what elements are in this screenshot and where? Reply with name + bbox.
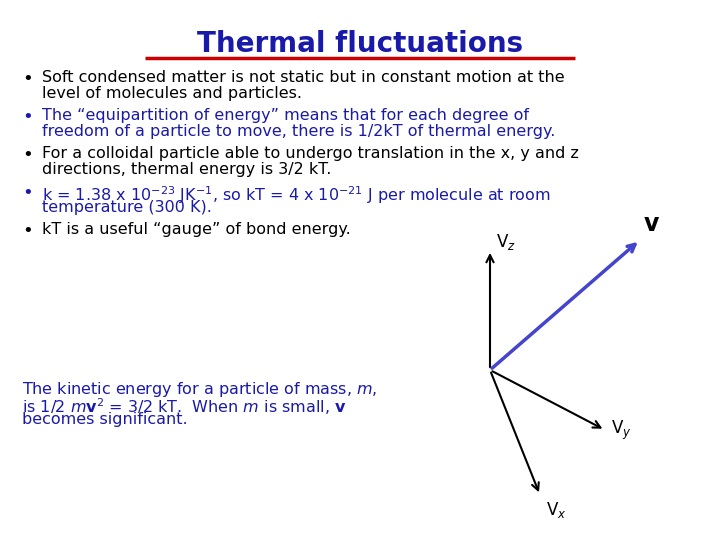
Text: temperature (300 K).: temperature (300 K). [42, 200, 212, 215]
Text: v: v [644, 212, 660, 236]
Text: freedom of a particle to move, there is 1/2kT of thermal energy.: freedom of a particle to move, there is … [42, 124, 555, 139]
Text: k = 1.38 x 10$^{-23}$ JK$^{-1}$, so kT = 4 x 10$^{-21}$ J per molecule at room: k = 1.38 x 10$^{-23}$ JK$^{-1}$, so kT =… [42, 184, 551, 206]
Text: Thermal fluctuations: Thermal fluctuations [197, 30, 523, 58]
Text: Soft condensed matter is not static but in constant motion at the: Soft condensed matter is not static but … [42, 70, 564, 85]
Text: •: • [22, 184, 32, 202]
Text: •: • [22, 146, 32, 164]
Text: •: • [22, 108, 32, 126]
Text: kT is a useful “gauge” of bond energy.: kT is a useful “gauge” of bond energy. [42, 222, 351, 237]
Text: level of molecules and particles.: level of molecules and particles. [42, 86, 302, 101]
Text: The “equipartition of energy” means that for each degree of: The “equipartition of energy” means that… [42, 108, 529, 123]
Text: The kinetic energy for a particle of mass, $m$,: The kinetic energy for a particle of mas… [22, 380, 377, 399]
Text: directions, thermal energy is 3/2 kT.: directions, thermal energy is 3/2 kT. [42, 162, 331, 177]
Text: For a colloidal particle able to undergo translation in the x, y and z: For a colloidal particle able to undergo… [42, 146, 579, 161]
Text: becomes significant.: becomes significant. [22, 412, 188, 427]
Text: •: • [22, 70, 32, 88]
Text: V$_x$: V$_x$ [546, 500, 567, 520]
Text: V$_y$: V$_y$ [611, 418, 631, 442]
Text: is 1/2 $m\mathbf{v}^2$ = 3/2 kT.  When $m$ is small, $\mathbf{v}$: is 1/2 $m\mathbf{v}^2$ = 3/2 kT. When $m… [22, 396, 346, 417]
Text: •: • [22, 222, 32, 240]
Text: V$_z$: V$_z$ [496, 232, 516, 252]
